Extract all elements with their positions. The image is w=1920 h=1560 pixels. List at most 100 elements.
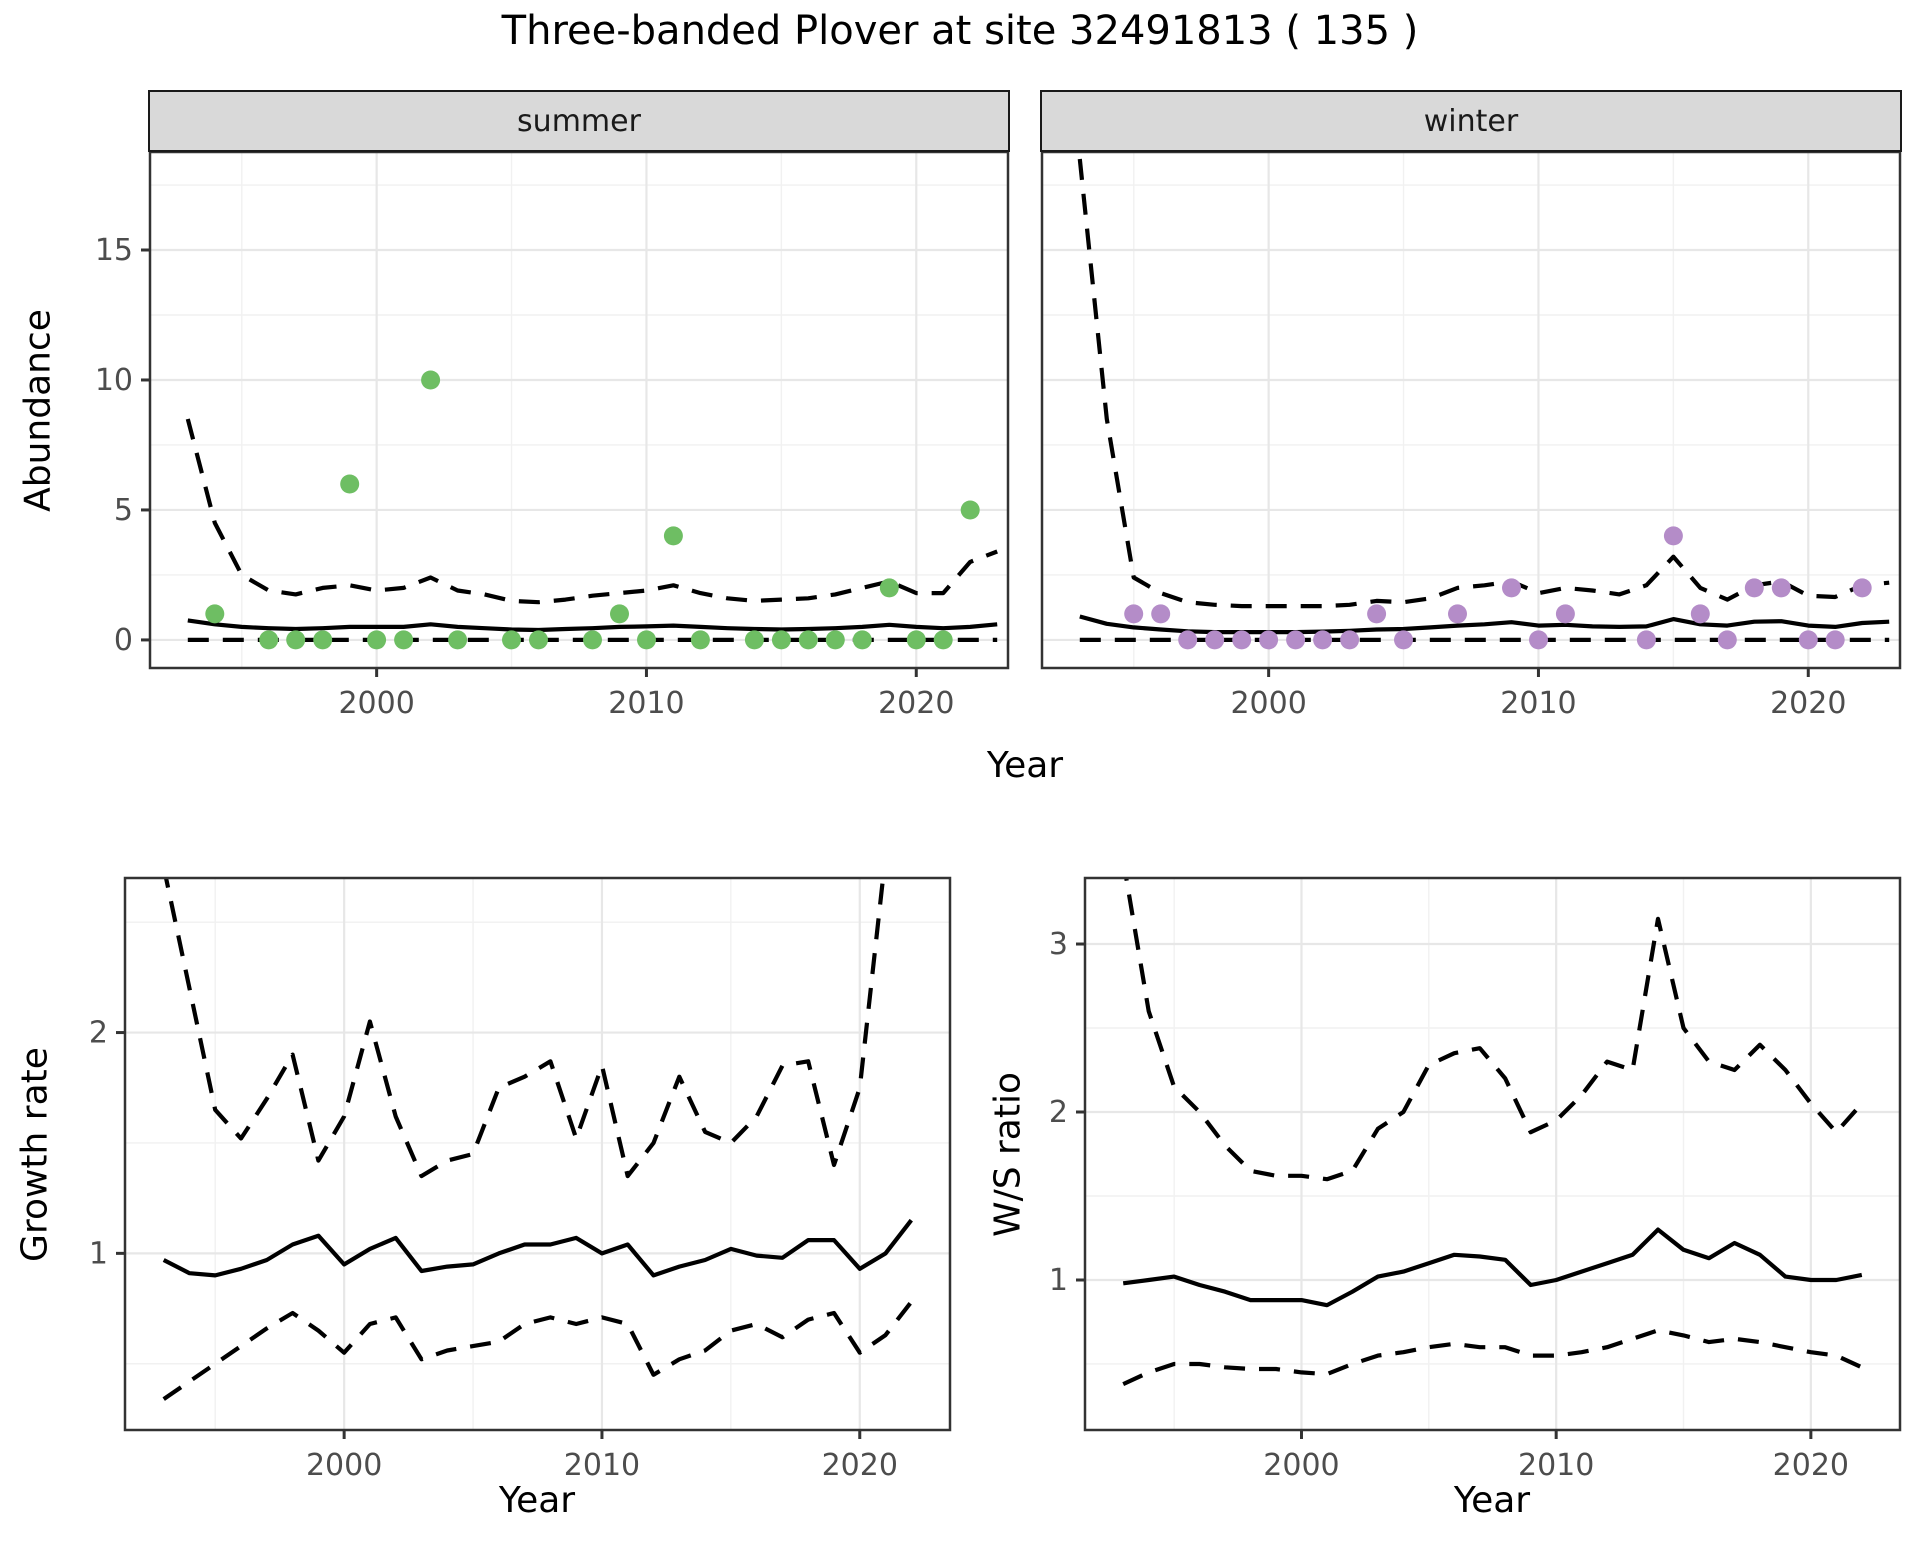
x-tick-label: 2020 [1770,686,1846,721]
observed-count-point [1529,630,1548,650]
observed-count-point [1178,630,1198,650]
observed-count-point [1232,630,1252,650]
panel-background [1085,878,1900,1430]
observed-count-point [690,630,710,650]
observed-count-point [1825,630,1845,650]
observed-count-point [1636,630,1656,650]
observed-count-point [610,604,629,624]
median-line [1122,1227,1863,1308]
x-tick-label: 2000 [338,686,414,721]
x-tick-label: 2010 [1500,686,1576,721]
observed-count-point [825,630,845,650]
panel-winter-abundance: 2000 2010 2020 [1040,150,1902,721]
series-group [185,370,998,650]
median-line [187,618,998,633]
observed-count-point [1340,630,1360,650]
observed-count-point [340,474,360,494]
observed-count-point [421,370,441,390]
panel-border [148,150,1010,670]
upper_ci-line [1124,878,1864,1182]
x-tick-label: 2010 [1518,1448,1594,1483]
y-tick-label: 0 [114,623,133,658]
y-tick-label: 15 [95,233,133,268]
observed-count-point [286,630,306,650]
observed-count-point [1690,604,1710,624]
observed-count-point [1151,604,1171,624]
lower_ci-line [1122,1328,1863,1387]
y-tick-label: 2 [1049,1095,1068,1130]
observed-count-point [663,526,683,546]
observed-count-point [637,630,656,650]
observed-count-point [583,630,602,650]
observed-count-point [1286,630,1306,650]
observed-count-point [1448,604,1467,624]
y-tick-label: 2 [89,1016,108,1051]
observed-count-point [852,630,872,650]
y-axis-title-abundance: Abundance [17,309,59,512]
y-axis-title-ws-ratio: W/S ratio [987,1071,1029,1238]
observed-count-point [960,500,980,520]
observed-count-point [798,630,818,650]
series-group [162,878,913,1401]
observed-count-point [259,630,279,650]
observed-count-point [771,630,791,650]
observed-count-point [744,630,764,650]
panel-growth-rate: 2000 2010 2020 1 2 [89,876,952,1483]
observed-count-point [1555,604,1575,624]
observed-count-point [1259,630,1279,650]
x-tick-label: 2020 [822,1448,898,1483]
x-axis-title-year-growth: Year [498,1480,576,1521]
y-axis-title-growth-rate: Growth rate [14,1047,56,1262]
x-tick-label: 2010 [564,1448,640,1483]
series-group [1122,878,1864,1387]
panel-winter-summer-ratio: 2000 2010 2020 1 2 3 [1049,876,1902,1483]
y-tick-label: 10 [95,363,133,398]
panel-background [1042,152,1900,668]
observed-count-point [502,630,521,650]
observed-count-point [1852,578,1872,598]
series-group [1077,158,1890,650]
observed-count-point [1313,630,1333,650]
x-tick-label: 2000 [306,1448,382,1483]
x-tick-label: 2020 [1773,1448,1849,1483]
observed-count-point [1124,604,1144,624]
facet-strip-summer: summer [148,90,1010,152]
panel-background [125,878,950,1430]
observed-count-point [448,630,468,650]
observed-count-point [1367,604,1387,624]
observed-count-point [1663,526,1683,546]
observed-count-point [1205,630,1225,650]
y-tick-label: 5 [114,493,133,528]
observed-count-point [394,630,414,650]
x-axis-title-year-top: Year [986,745,1064,786]
x-tick-label: 2000 [1263,1448,1339,1483]
panel-background [150,152,1008,668]
panel-border [1083,876,1902,1432]
upper_ci-line [185,418,998,605]
observed-count-point [205,604,225,624]
observed-count-point [933,630,953,650]
chart-title: Three-banded Plover at site 32491813 ( 1… [501,8,1419,54]
observed-count-point [1394,630,1413,650]
facet-strip-summer-label: summer [517,103,641,139]
observed-count-point [1717,630,1737,650]
lower_ci-line [162,1300,913,1401]
observed-count-point [1771,578,1791,598]
panel-summer-abundance: 2000 2010 2020 0 5 10 15 [95,150,1010,721]
observed-count-point [313,630,333,650]
x-tick-label: 2020 [878,686,954,721]
y-tick-label: 3 [1049,927,1068,962]
facet-strip-winter-label: winter [1423,103,1519,139]
observed-count-point [1744,578,1764,598]
x-tick-label: 2010 [608,686,684,721]
x-axis-title-year-ws: Year [1453,1480,1531,1521]
y-tick-label: 1 [1049,1263,1068,1298]
observed-count-point [879,578,899,598]
y-tick-label: 1 [89,1236,108,1271]
panel-border [123,876,952,1432]
observed-count-point [529,630,548,650]
observed-count-point [906,630,926,650]
observed-count-point [1502,578,1521,598]
